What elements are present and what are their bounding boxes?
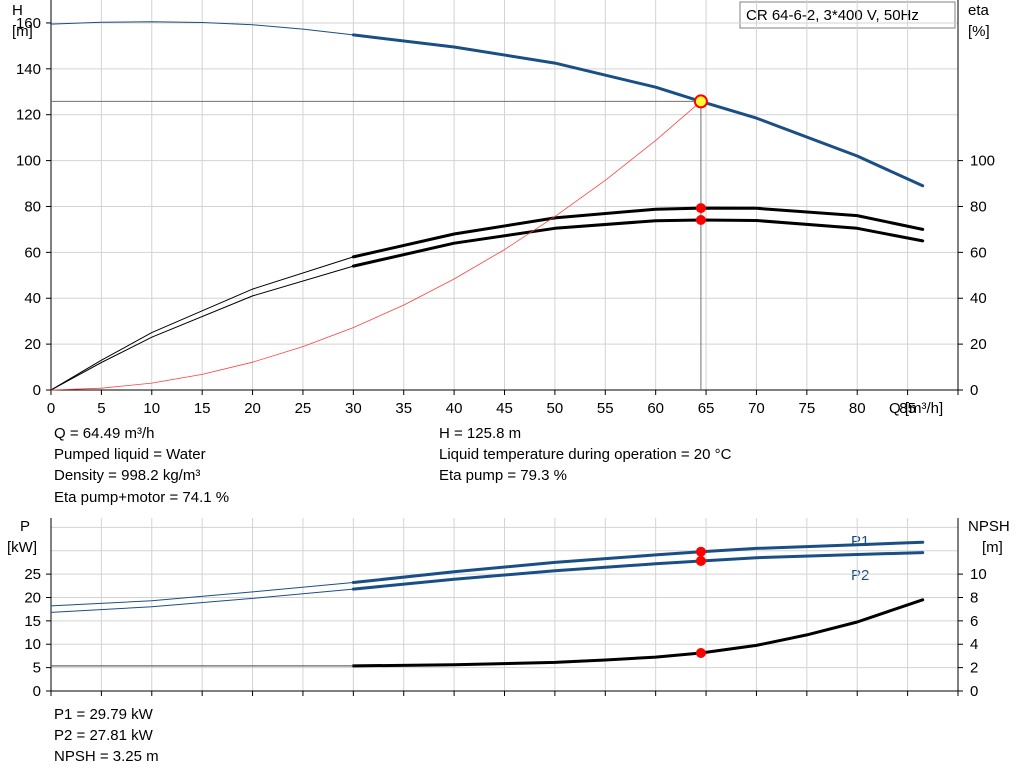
pumped-liquid-info: Pumped liquid = Water <box>54 446 206 463</box>
left-tick-label: 20 <box>24 589 41 606</box>
x-tick-label: 45 <box>496 400 513 417</box>
pump-title-box <box>739 1 956 29</box>
x-tick-label: 15 <box>194 400 211 417</box>
p2-marker <box>695 555 706 566</box>
series-line-thin-1-1 <box>50 588 354 613</box>
left-tick-label: 0 <box>33 683 41 700</box>
x-tick-label: 60 <box>647 400 664 417</box>
x-tick-label: 25 <box>295 400 312 417</box>
left-tick-label: 25 <box>24 566 41 583</box>
left-tick-label: 5 <box>33 660 41 677</box>
left-tick-label: 40 <box>24 290 41 307</box>
x-tick-label: 75 <box>798 400 815 417</box>
series-line-thin-0-3 <box>50 101 702 391</box>
series-line-thin-1-0 <box>50 582 354 607</box>
right-tick-label: 100 <box>970 153 995 170</box>
flow-axis-label: Q [m³/h] <box>889 400 943 417</box>
op-head-info: H = 125.8 m <box>439 425 522 442</box>
x-tick-label: 30 <box>345 400 362 417</box>
left-tick-label: 140 <box>16 61 41 78</box>
left-tick-label: 80 <box>24 198 41 215</box>
right-tick-label: 10 <box>970 566 987 583</box>
duty-point-marker <box>693 94 708 109</box>
density-info: Density = 998.2 kg/m³ <box>54 467 201 484</box>
power-axis-label: P <box>20 518 30 535</box>
x-tick-label: 20 <box>244 400 261 417</box>
left-tick-label: 10 <box>24 636 41 653</box>
right-tick-label: 60 <box>970 244 987 261</box>
eta-axis-unit: [%] <box>968 23 990 40</box>
npsh-axis-label: NPSH <box>968 518 1010 535</box>
liquid-temp-info: Liquid temperature during operation = 20… <box>439 446 732 463</box>
right-tick-label: 0 <box>970 683 978 700</box>
p1-series-label: P1 <box>851 533 869 550</box>
right-tick-label: 40 <box>970 290 987 307</box>
right-tick-label: 20 <box>970 336 987 353</box>
series-line-0-2 <box>351 218 925 268</box>
left-tick-label: 15 <box>24 613 41 630</box>
p1-marker <box>695 546 706 557</box>
series-line-1-0 <box>351 540 925 584</box>
eta-pump-marker <box>695 203 706 214</box>
eta-total-info: Eta pump+motor = 74.1 % <box>54 489 230 506</box>
npsh-marker <box>695 648 706 659</box>
p1-info: P1 = 29.79 kW <box>54 706 153 723</box>
series-line-1-2 <box>351 598 925 668</box>
series-line-thin-0-0 <box>50 21 354 36</box>
right-tick-label: 8 <box>970 589 978 606</box>
x-tick-label: 0 <box>47 400 55 417</box>
x-tick-label: 65 <box>698 400 715 417</box>
x-tick-label: 85 <box>899 400 916 417</box>
x-tick-label: 10 <box>143 400 160 417</box>
right-tick-label: 4 <box>970 636 978 653</box>
power-axis-unit: [kW] <box>7 539 37 556</box>
x-tick-label: 35 <box>395 400 412 417</box>
x-tick-label: 50 <box>547 400 564 417</box>
x-tick-label: 80 <box>849 400 866 417</box>
x-tick-label: 5 <box>97 400 105 417</box>
x-tick-label: 40 <box>446 400 463 417</box>
x-tick-label: 70 <box>748 400 765 417</box>
series-line-0-1 <box>351 206 925 259</box>
left-tick-label: 0 <box>33 382 41 399</box>
left-tick-label: 120 <box>16 107 41 124</box>
left-tick-label: 20 <box>24 336 41 353</box>
head-axis-label: H <box>12 2 23 19</box>
eta-pump-info: Eta pump = 79.3 % <box>439 467 567 484</box>
eta-total-marker <box>695 215 706 226</box>
right-tick-label: 2 <box>970 660 978 677</box>
x-tick-label: 55 <box>597 400 614 417</box>
left-tick-label: 160 <box>16 15 41 32</box>
right-tick-label: 6 <box>970 613 978 630</box>
head-axis-unit: [m] <box>12 23 33 40</box>
series-line-thin-0-2 <box>50 265 354 391</box>
pump-title: CR 64-6-2, 3*400 V, 50Hz <box>746 7 919 24</box>
series-line-1-1 <box>351 551 925 591</box>
right-tick-label: 0 <box>970 382 978 399</box>
series-line-0-0 <box>351 33 925 188</box>
op-flow-info: Q = 64.49 m³/h <box>54 425 155 442</box>
npsh-info: NPSH = 3.25 m <box>54 748 159 765</box>
eta-axis-label: eta <box>968 2 990 19</box>
p2-info: P2 = 27.81 kW <box>54 727 153 744</box>
left-tick-label: 100 <box>16 153 41 170</box>
right-tick-label: 80 <box>970 198 987 215</box>
p2-series-label: P2 <box>851 567 869 584</box>
npsh-axis-unit: [m] <box>982 539 1003 556</box>
series-line-thin-0-1 <box>50 256 354 391</box>
left-tick-label: 60 <box>24 244 41 261</box>
